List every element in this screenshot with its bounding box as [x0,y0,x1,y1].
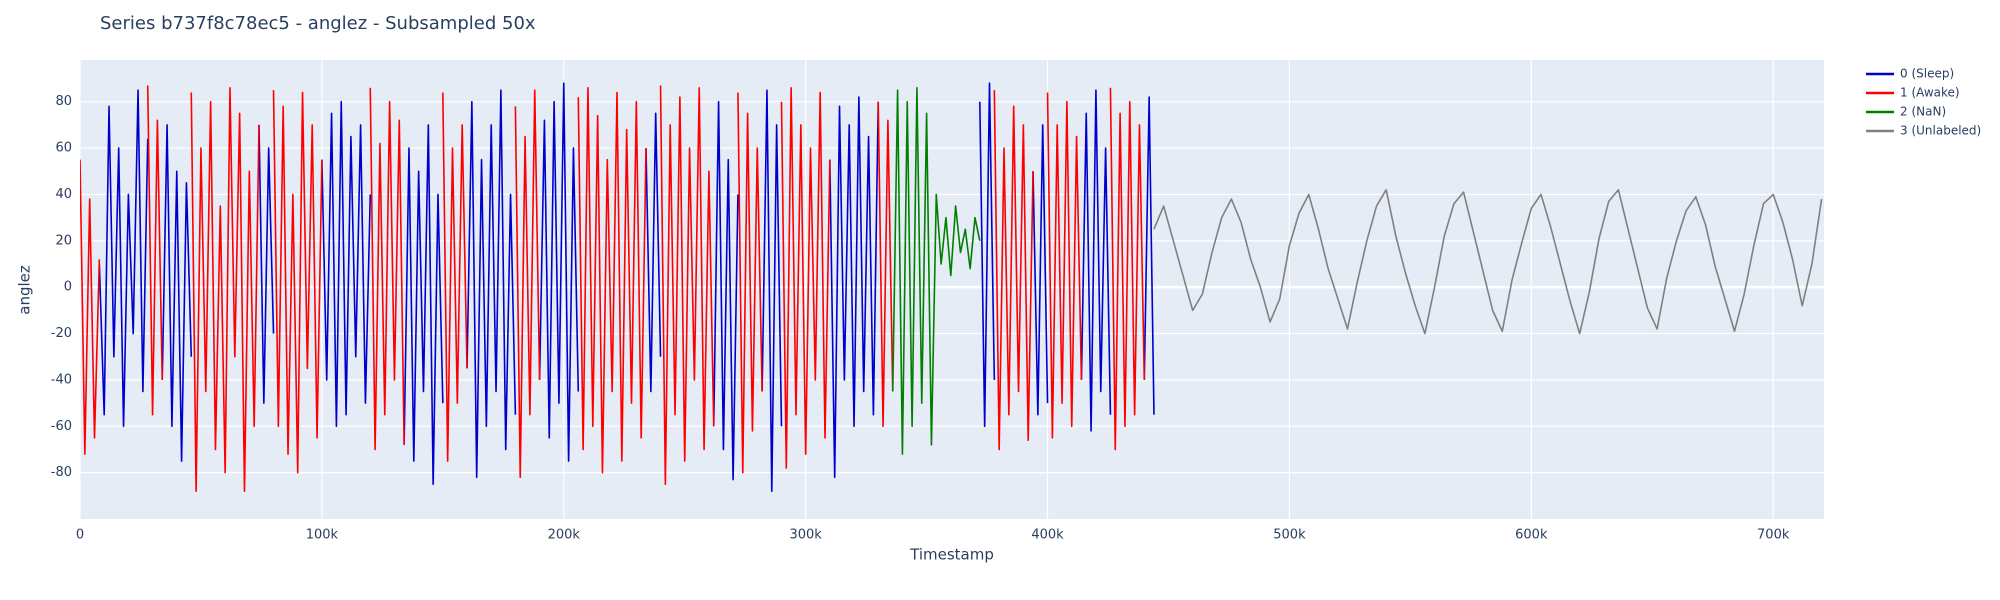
legend-label: 2 (NaN) [1900,105,1946,119]
legend-item[interactable]: 0 (Sleep) [1866,67,1954,81]
chart-title: Series b737f8c78ec5 - anglez - Subsample… [100,13,536,34]
x-tick-label: 400k [1031,528,1064,543]
series-line [891,87,981,455]
y-tick-label: -20 [51,326,72,341]
series-line [80,85,1146,492]
x-tick-label: 100k [306,528,339,543]
y-tick-label: -80 [51,465,72,480]
y-axis-title: anglez [16,265,34,315]
y-tick-label: 0 [64,280,72,295]
y-tick-label: -60 [51,419,72,434]
x-tick-label: 600k [1515,528,1548,543]
legend-label: 3 (Unlabeled) [1900,124,1981,138]
series-line [1153,189,1823,335]
x-tick-label: 300k [789,528,822,543]
x-tick-label: 500k [1273,528,1306,543]
legend-label: 1 (Awake) [1900,86,1960,100]
legend-item[interactable]: 3 (Unlabeled) [1866,124,1981,138]
x-tick-label: 0 [76,528,84,543]
y-tick-label: 20 [55,233,72,248]
y-tick-label: -40 [51,372,72,387]
y-tick-label: 60 [55,141,72,156]
x-tick-label: 200k [548,528,581,543]
x-tick-label: 700k [1757,528,1790,543]
y-tick-label: 80 [55,94,72,109]
legend-item[interactable]: 1 (Awake) [1866,86,1960,100]
series-line [98,82,1155,492]
legend-label: 0 (Sleep) [1900,67,1954,81]
y-tick-label: 40 [55,187,72,202]
x-axis-title: Timestamp [909,546,994,564]
legend-item[interactable]: 2 (NaN) [1866,105,1946,119]
